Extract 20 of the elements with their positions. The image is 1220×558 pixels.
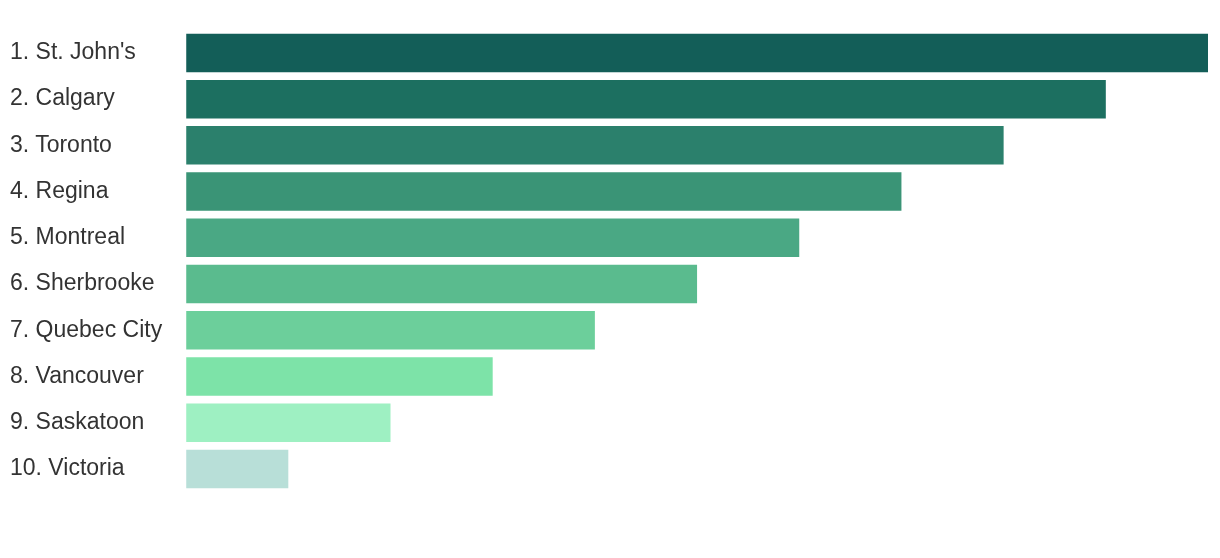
- y-tick-label: 10. Victoria: [10, 454, 125, 481]
- y-tick-label: 7. Quebec City: [10, 315, 163, 342]
- y-tick-label: 9. Saskatoon: [10, 408, 145, 435]
- bar: [186, 218, 800, 258]
- y-tick-label: 1. St. John's: [10, 38, 136, 65]
- bar: [186, 172, 902, 211]
- y-tick-label: 2. Calgary: [10, 84, 116, 111]
- y-tick-label: 4. Regina: [10, 176, 109, 203]
- bar: [186, 403, 391, 442]
- bar: [186, 33, 1208, 73]
- bar: [186, 449, 289, 489]
- bar: [186, 79, 1106, 119]
- y-tick-label: 3. Toronto: [10, 130, 112, 157]
- y-tick-label: 6. Sherbrooke: [10, 269, 155, 296]
- bar: [186, 126, 1004, 165]
- bar: [186, 264, 698, 304]
- y-tick-label: 5. Montreal: [10, 223, 126, 250]
- bar: [186, 357, 493, 396]
- y-tick-label: 8. Vancouver: [10, 361, 145, 388]
- bar: [186, 310, 595, 350]
